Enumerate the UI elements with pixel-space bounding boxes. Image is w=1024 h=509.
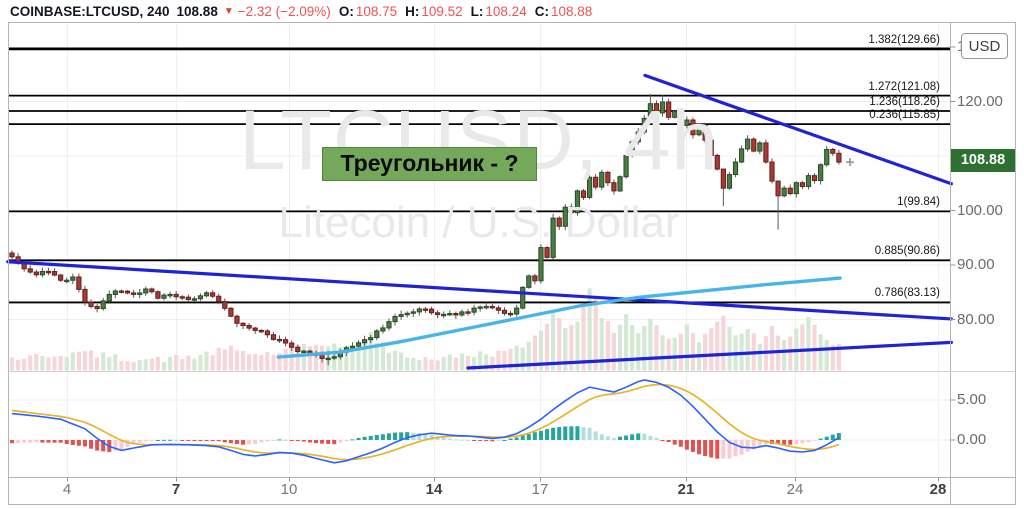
fib-level-label: 0.786(83.13) <box>874 287 940 300</box>
low-value: 108.24 <box>485 3 527 19</box>
price-scale-label: 90.00 <box>957 256 995 273</box>
low-label: L: <box>470 3 484 19</box>
time-axis-label: 4 <box>62 481 72 498</box>
time-axis[interactable] <box>8 478 1016 505</box>
time-axis-label: 10 <box>280 481 298 498</box>
indicator-scale-label: 5.00 <box>957 391 987 408</box>
open-label: O: <box>338 3 354 19</box>
symbol-header: COINBASE:LTCUSD, 240 108.88 ▼ −2.32 (−2.… <box>10 2 592 20</box>
fib-level-label: 1.272(121.08) <box>868 80 940 93</box>
time-axis-label: 24 <box>786 481 804 498</box>
time-axis-label: 14 <box>425 481 443 498</box>
time-axis-label: 7 <box>171 481 181 498</box>
last-price: 108.88 <box>176 3 218 19</box>
open-value: 108.75 <box>355 3 398 19</box>
price-scale-label: 120.00 <box>957 92 1003 110</box>
fib-level-label: 1.382(129.66) <box>868 33 940 46</box>
price-change: −2.32 (−2.09%) <box>237 3 331 19</box>
fib-level-label: 0.885(90.86) <box>874 245 940 258</box>
price-scale-label: 80.00 <box>957 310 995 328</box>
high-label: H: <box>405 3 420 19</box>
triangle-annotation-label[interactable]: Треугольник - ? <box>322 147 537 181</box>
time-axis-label: 21 <box>677 481 695 498</box>
price-scale[interactable] <box>950 22 1016 478</box>
last-price-badge: 108.88 <box>951 149 1015 172</box>
fib-level-label: 1(99.84) <box>897 196 940 209</box>
symbol-name[interactable]: COINBASE:LTCUSD, 240 <box>10 3 170 19</box>
time-axis-label: 28 <box>929 481 947 498</box>
fib-level-label: 1.236(118.26) <box>869 95 940 108</box>
down-triangle-icon: ▼ <box>223 5 234 17</box>
price-scale-label: 100.00 <box>957 201 1003 219</box>
close-label: C: <box>534 3 549 19</box>
high-value: 109.52 <box>421 3 463 19</box>
indicator-scale-label: 0.00 <box>957 431 987 448</box>
close-value: 108.88 <box>550 3 593 19</box>
currency-toggle-button[interactable]: USD <box>961 33 1008 59</box>
time-axis-label: 17 <box>531 481 549 498</box>
fib-level-label: 0.236(115.85) <box>869 109 940 122</box>
